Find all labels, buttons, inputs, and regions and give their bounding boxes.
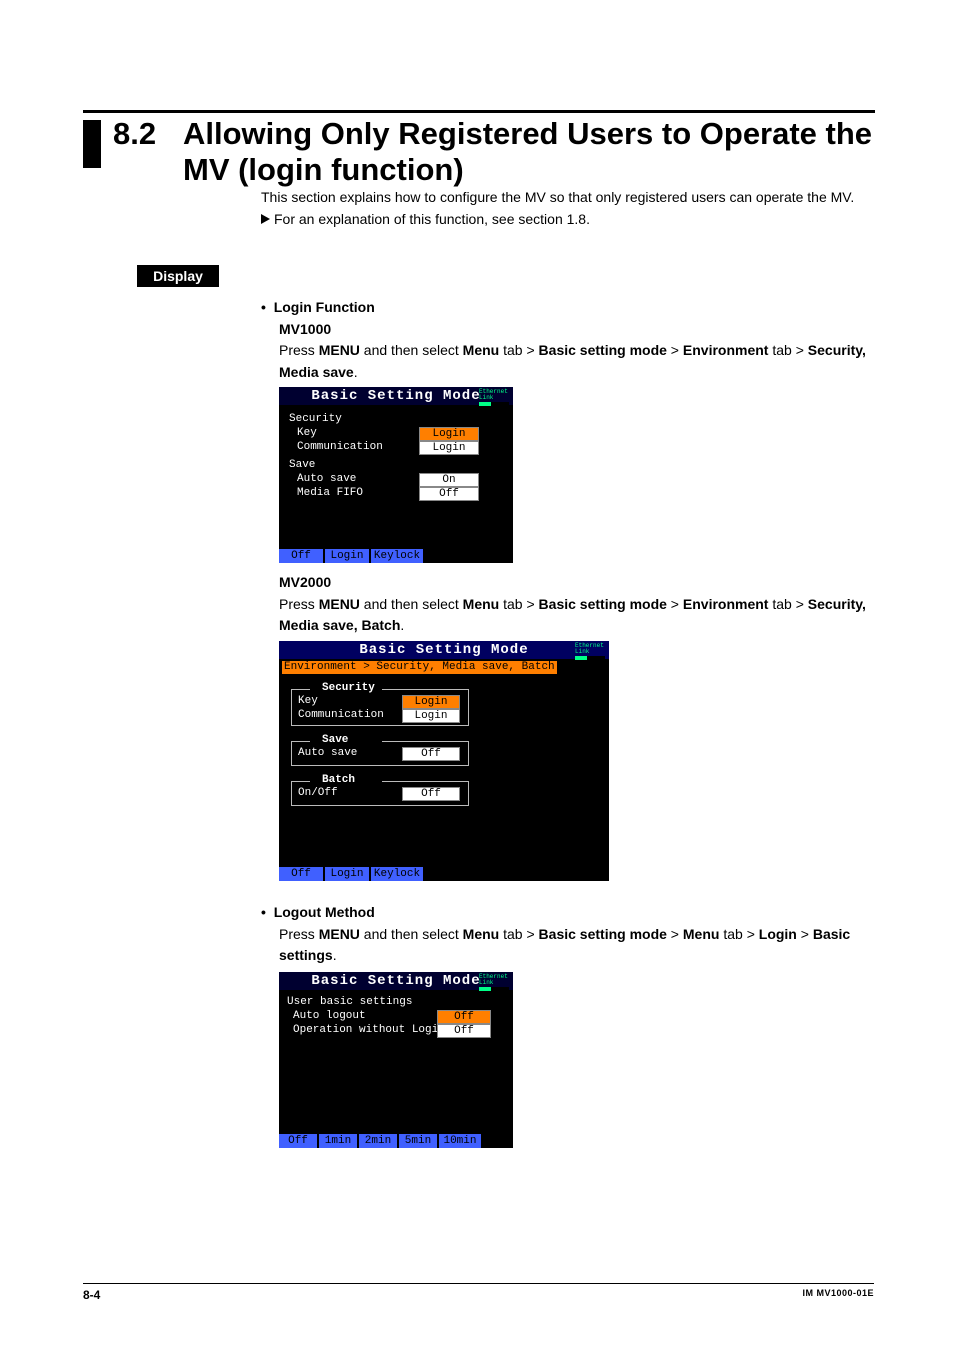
scr2-bottombar: Off Login Keylock bbox=[279, 867, 609, 881]
login-function-block: • Login Function MV1000 Press MENU and t… bbox=[261, 297, 871, 384]
scr1-autosave-lbl: Auto save bbox=[297, 473, 356, 485]
scr1-opt-login[interactable]: Login bbox=[325, 549, 371, 563]
scr3-ubs: User basic settings bbox=[287, 996, 412, 1008]
play-icon bbox=[261, 214, 270, 224]
display-label: Display bbox=[137, 265, 219, 287]
intro-p2: For an explanation of this function, see… bbox=[261, 208, 871, 230]
mv2000-path: Press MENU and then select Menu tab > Ba… bbox=[279, 594, 874, 637]
scr1-key-field[interactable]: Login bbox=[419, 427, 479, 441]
scr1-autosave-field[interactable]: On bbox=[419, 473, 479, 487]
section-marker bbox=[83, 120, 101, 168]
scr1-filler bbox=[425, 549, 513, 563]
scr2-filler bbox=[425, 867, 609, 881]
scr3-opt-off[interactable]: Off bbox=[279, 1134, 319, 1148]
scr3-owl-lbl: Operation without Login bbox=[293, 1024, 445, 1036]
mv2000-block: MV2000 Press MENU and then select Menu t… bbox=[279, 572, 874, 637]
scr1-opt-keylock[interactable]: Keylock bbox=[371, 549, 425, 563]
mv2000-label: MV2000 bbox=[279, 572, 874, 594]
scr2-opt-login[interactable]: Login bbox=[325, 867, 371, 881]
scr2-key-field[interactable]: Login bbox=[402, 695, 460, 709]
scr1-mediafifo-lbl: Media FIFO bbox=[297, 487, 363, 499]
logout-method-block: • Logout Method Press MENU and then sele… bbox=[261, 902, 871, 967]
scr1-comm-lbl: Communication bbox=[297, 441, 383, 453]
scr3-autologout-field[interactable]: Off bbox=[437, 1010, 491, 1024]
page: 8.2 Allowing Only Registered Users to Op… bbox=[0, 0, 954, 1350]
scr2-breadcrumb: Environment > Security, Media save, Batc… bbox=[282, 661, 557, 674]
doc-id: IM MV1000-01E bbox=[802, 1288, 874, 1302]
scr3-bottombar: Off 1min 2min 5min 10min bbox=[279, 1134, 513, 1148]
intro: This section explains how to configure t… bbox=[261, 186, 871, 231]
mv1000-path: Press MENU and then select Menu tab > Ba… bbox=[279, 340, 871, 383]
scr2-security-legend: Security bbox=[316, 682, 381, 694]
scr1-security: Security bbox=[289, 413, 342, 425]
page-number: 8-4 bbox=[83, 1288, 100, 1302]
scr1-bottombar: Off Login Keylock bbox=[279, 549, 513, 563]
logout-screenshot: Basic Setting Mode EthernetLink User bas… bbox=[279, 972, 513, 1148]
scr2-save-legend: Save bbox=[316, 734, 354, 746]
scr3-opt-5min[interactable]: 5min bbox=[399, 1134, 439, 1148]
scr2-batch-group: Batch On/Off Off bbox=[291, 781, 469, 806]
scr1-comm-field[interactable]: Login bbox=[419, 441, 479, 455]
section-title: Allowing Only Registered Users to Operat… bbox=[183, 116, 873, 187]
mv1000-label: MV1000 bbox=[279, 319, 871, 341]
scr2-onoff-lbl: On/Off bbox=[298, 787, 338, 799]
logout-method-path: Press MENU and then select Menu tab > Ba… bbox=[279, 924, 871, 967]
top-rule bbox=[83, 110, 875, 113]
scr1-key-lbl: Key bbox=[297, 427, 317, 439]
scr3-autologout-lbl: Auto logout bbox=[293, 1010, 366, 1022]
scr3-titlebar: Basic Setting Mode bbox=[279, 972, 513, 990]
scr1-mediafifo-field[interactable]: Off bbox=[419, 487, 479, 501]
scr1-save: Save bbox=[289, 459, 315, 471]
scr2-opt-keylock[interactable]: Keylock bbox=[371, 867, 425, 881]
scr2-onoff-field[interactable]: Off bbox=[402, 787, 460, 801]
scr2-titlebar: Basic Setting Mode bbox=[279, 641, 609, 659]
scr2-security-group: Security Key Login Communication Login bbox=[291, 689, 469, 726]
scr2-opt-off[interactable]: Off bbox=[279, 867, 325, 881]
mv1000-screenshot: Basic Setting Mode EthernetLink Security… bbox=[279, 387, 513, 563]
scr2-autosave-field[interactable]: Off bbox=[402, 747, 460, 761]
ethernet-icon: EthernetLink bbox=[575, 643, 605, 660]
footer: 8-4 IM MV1000-01E bbox=[83, 1283, 874, 1302]
scr3-opt-1min[interactable]: 1min bbox=[319, 1134, 359, 1148]
logout-method-heading: • Logout Method bbox=[261, 902, 871, 924]
scr1-opt-off[interactable]: Off bbox=[279, 549, 325, 563]
scr2-autosave-lbl: Auto save bbox=[298, 747, 357, 759]
scr2-comm-lbl: Communication bbox=[298, 709, 384, 721]
scr3-filler bbox=[483, 1134, 513, 1148]
scr1-titlebar: Basic Setting Mode bbox=[279, 387, 513, 405]
section-number: 8.2 bbox=[113, 116, 156, 152]
login-function-heading: • Login Function bbox=[261, 297, 871, 319]
scr2-key-lbl: Key bbox=[298, 695, 318, 707]
ethernet-icon: EthernetLink bbox=[479, 974, 509, 991]
scr2-save-group: Save Auto save Off bbox=[291, 741, 469, 766]
scr3-owl-field[interactable]: Off bbox=[437, 1024, 491, 1038]
scr3-opt-10min[interactable]: 10min bbox=[439, 1134, 483, 1148]
mv2000-screenshot: Basic Setting Mode EthernetLink Environm… bbox=[279, 641, 609, 881]
scr3-opt-2min[interactable]: 2min bbox=[359, 1134, 399, 1148]
scr2-comm-field[interactable]: Login bbox=[402, 709, 460, 723]
scr2-batch-legend: Batch bbox=[316, 774, 361, 786]
intro-p1: This section explains how to configure t… bbox=[261, 186, 871, 208]
ethernet-icon: EthernetLink bbox=[479, 389, 509, 406]
